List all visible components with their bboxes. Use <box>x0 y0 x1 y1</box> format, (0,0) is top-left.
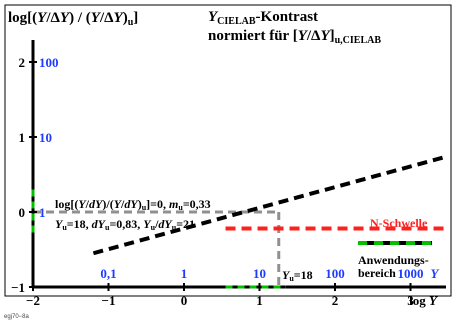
chart-title: YCIELAB-Kontrast <box>208 9 318 27</box>
x-linear-label-4: 1000 <box>398 266 424 281</box>
x-tick-label-5: 3 <box>407 293 414 308</box>
yu-label: Yu=18 <box>282 268 313 283</box>
x-tick-label-0: −2 <box>26 293 40 308</box>
legend-line-1: Anwendungs- <box>358 253 429 267</box>
y-tick-label-0: −1 <box>11 280 25 295</box>
x-linear-unit: Y <box>431 266 440 281</box>
plot-border <box>4 4 452 297</box>
x-tick-label-3: 1 <box>256 293 263 308</box>
x-tick-label-1: −1 <box>102 293 116 308</box>
series-line-0 <box>92 154 449 256</box>
y-tick-label-2: 1 <box>19 130 26 145</box>
reference-layer <box>33 210 281 287</box>
y-tick-label-3: 2 <box>19 55 26 70</box>
legend-line-2: bereich <box>358 266 396 280</box>
chart-subtitle: normiert für [Y/ΔY]u,CIELAB <box>208 28 381 46</box>
y-axis-title: log[(Y/ΔY) / (Y/ΔY)u] <box>8 10 138 28</box>
x-linear-label-1: 1 <box>181 266 188 281</box>
y-tick-label-1: 0 <box>19 205 26 220</box>
formula-line-1: log[(Y/dY)/(Y/dY)u]=0, mu=0,33 <box>55 197 211 212</box>
x-tick-label-4: 2 <box>332 293 339 308</box>
y-linear-label-2: 100 <box>39 55 59 70</box>
x-linear-label-3: 100 <box>325 266 345 281</box>
series-layer <box>92 154 449 256</box>
footer-label: egj70−8a <box>4 314 30 320</box>
x-linear-label-0: 0,1 <box>100 266 116 281</box>
x-axis-title: log Y <box>409 293 438 308</box>
x-tick-label-2: 0 <box>181 293 188 308</box>
y-linear-label-1: 10 <box>39 130 52 145</box>
y-linear-label-0: 1 <box>39 205 46 220</box>
formula-line-2: Yu=18, dYu=0,83, Yu/dYu=21 <box>55 217 195 232</box>
x-linear-label-2: 10 <box>253 266 266 281</box>
n-schwelle-label: N-Schwelle <box>370 216 428 230</box>
